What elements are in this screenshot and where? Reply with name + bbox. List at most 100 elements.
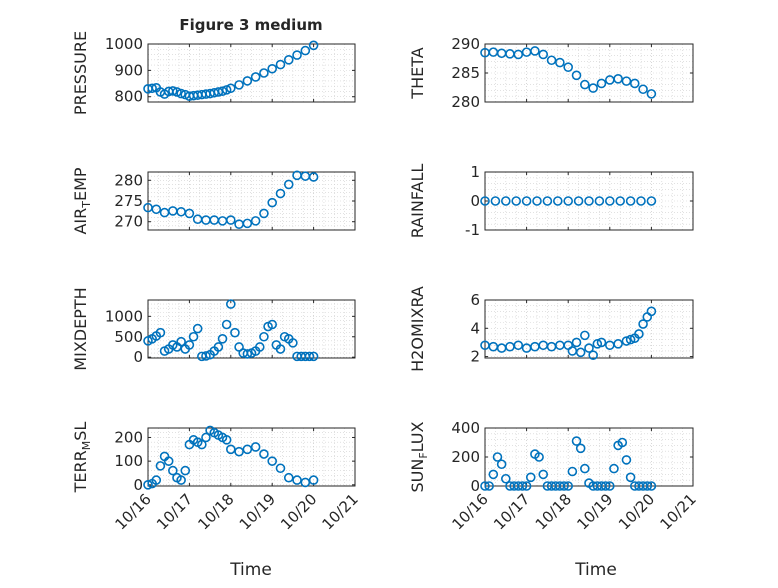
- data-point: [513, 49, 524, 60]
- data-point: [226, 444, 236, 455]
- data-point: [592, 339, 603, 349]
- data-point: [571, 337, 582, 348]
- y-tick-label: 2: [470, 348, 480, 366]
- data-point: [492, 452, 503, 462]
- data-point: [490, 196, 501, 206]
- data-point: [221, 435, 232, 445]
- data-point: [151, 475, 162, 485]
- data-point: [242, 444, 253, 455]
- data-point: [488, 469, 499, 480]
- data-point: [563, 62, 574, 72]
- plot-area: [485, 172, 693, 230]
- data-point: [629, 78, 640, 89]
- data-point: [613, 74, 623, 84]
- data-point: [609, 463, 619, 474]
- data-point: [575, 443, 586, 454]
- data-point: [300, 45, 311, 56]
- data-point: [642, 481, 653, 491]
- data-point: [151, 204, 162, 215]
- y-tick-label: 275: [114, 192, 143, 210]
- x-tick-label: 10/20: [277, 490, 320, 533]
- data-point: [168, 86, 178, 96]
- pressure-subplot: 800 900 1000 PRESSURE: [71, 31, 356, 115]
- data-point: [163, 456, 174, 466]
- data-point: [155, 461, 166, 471]
- x-tick-label: 10/19: [236, 490, 279, 533]
- data-point: [292, 50, 302, 60]
- data-point: [176, 88, 186, 99]
- data-point: [588, 83, 598, 93]
- x-tick-label: 10/17: [153, 490, 196, 533]
- y-tick-label: 200: [114, 428, 143, 446]
- data-point: [275, 344, 286, 354]
- data-point: [538, 469, 549, 480]
- data-point: [646, 89, 657, 99]
- x-tick-label: 10/19: [573, 490, 616, 533]
- y-axis-label: RAINFALL: [408, 164, 427, 239]
- data-point: [534, 452, 544, 462]
- data-point: [588, 350, 598, 360]
- data-point: [184, 208, 195, 219]
- y-tick-label: 800: [114, 88, 143, 106]
- axes-frame: [147, 427, 356, 487]
- y-tick-label: 6: [470, 291, 480, 309]
- data-point: [267, 319, 278, 330]
- data-point: [615, 196, 626, 206]
- data-point: [308, 172, 319, 182]
- data-point: [168, 465, 178, 476]
- data-point: [217, 86, 228, 96]
- x-tick-label: 10/16: [112, 490, 155, 533]
- axes-frame: [147, 299, 356, 359]
- data-point: [197, 439, 207, 450]
- data-point: [308, 351, 319, 362]
- data-point: [267, 197, 278, 208]
- axes-frame: [484, 299, 694, 359]
- x-tick-label: 10/20: [615, 490, 658, 533]
- data-point: [521, 481, 532, 491]
- y-tick-label: 0: [133, 476, 143, 494]
- y-axis-label: SUNFLUX: [408, 421, 430, 492]
- data-point: [555, 57, 565, 68]
- data-point: [530, 46, 540, 56]
- data-point: [226, 83, 236, 94]
- data-point: [180, 465, 191, 476]
- y-tick-label: 290: [451, 35, 480, 53]
- data-point: [496, 459, 507, 470]
- y-tick-label: 0: [470, 192, 480, 210]
- data-point: [259, 331, 269, 342]
- data-point: [201, 432, 211, 443]
- y-tick-label: 0: [470, 477, 480, 495]
- figure-title: Figure 3 medium: [179, 16, 322, 34]
- data-point: [546, 55, 557, 66]
- data-point: [600, 481, 611, 491]
- data-point: [571, 436, 582, 446]
- data-point: [192, 323, 203, 334]
- data-point: [226, 299, 236, 309]
- y-tick-label: 285: [451, 64, 480, 82]
- data-point: [242, 349, 253, 359]
- y-tick-label: 1: [470, 163, 480, 181]
- data-point: [250, 442, 261, 452]
- data-point: [617, 437, 628, 448]
- data-point: [221, 319, 232, 330]
- y-axis-label: PRESSURE: [71, 31, 90, 115]
- data-point: [517, 481, 528, 491]
- data-point: [292, 475, 302, 485]
- data-point: [275, 188, 286, 199]
- data-point: [176, 475, 186, 485]
- y-tick-label: 200: [451, 448, 480, 466]
- data-point: [304, 351, 315, 362]
- data-point: [646, 481, 657, 491]
- data-point: [580, 79, 590, 90]
- mixdepth-subplot: 0 500 1000 MIXDEPTH: [71, 287, 356, 371]
- data-point: [625, 334, 636, 345]
- x-tick-label: 10/18: [194, 490, 237, 533]
- x-axis-label-left: Time: [229, 560, 272, 580]
- y-tick-label: 4: [470, 319, 480, 337]
- data-point: [613, 339, 623, 349]
- x-tick-label: 10/18: [532, 490, 575, 533]
- data-point: [563, 196, 574, 206]
- y-tick-label: 100: [114, 452, 143, 470]
- data-point: [563, 481, 574, 491]
